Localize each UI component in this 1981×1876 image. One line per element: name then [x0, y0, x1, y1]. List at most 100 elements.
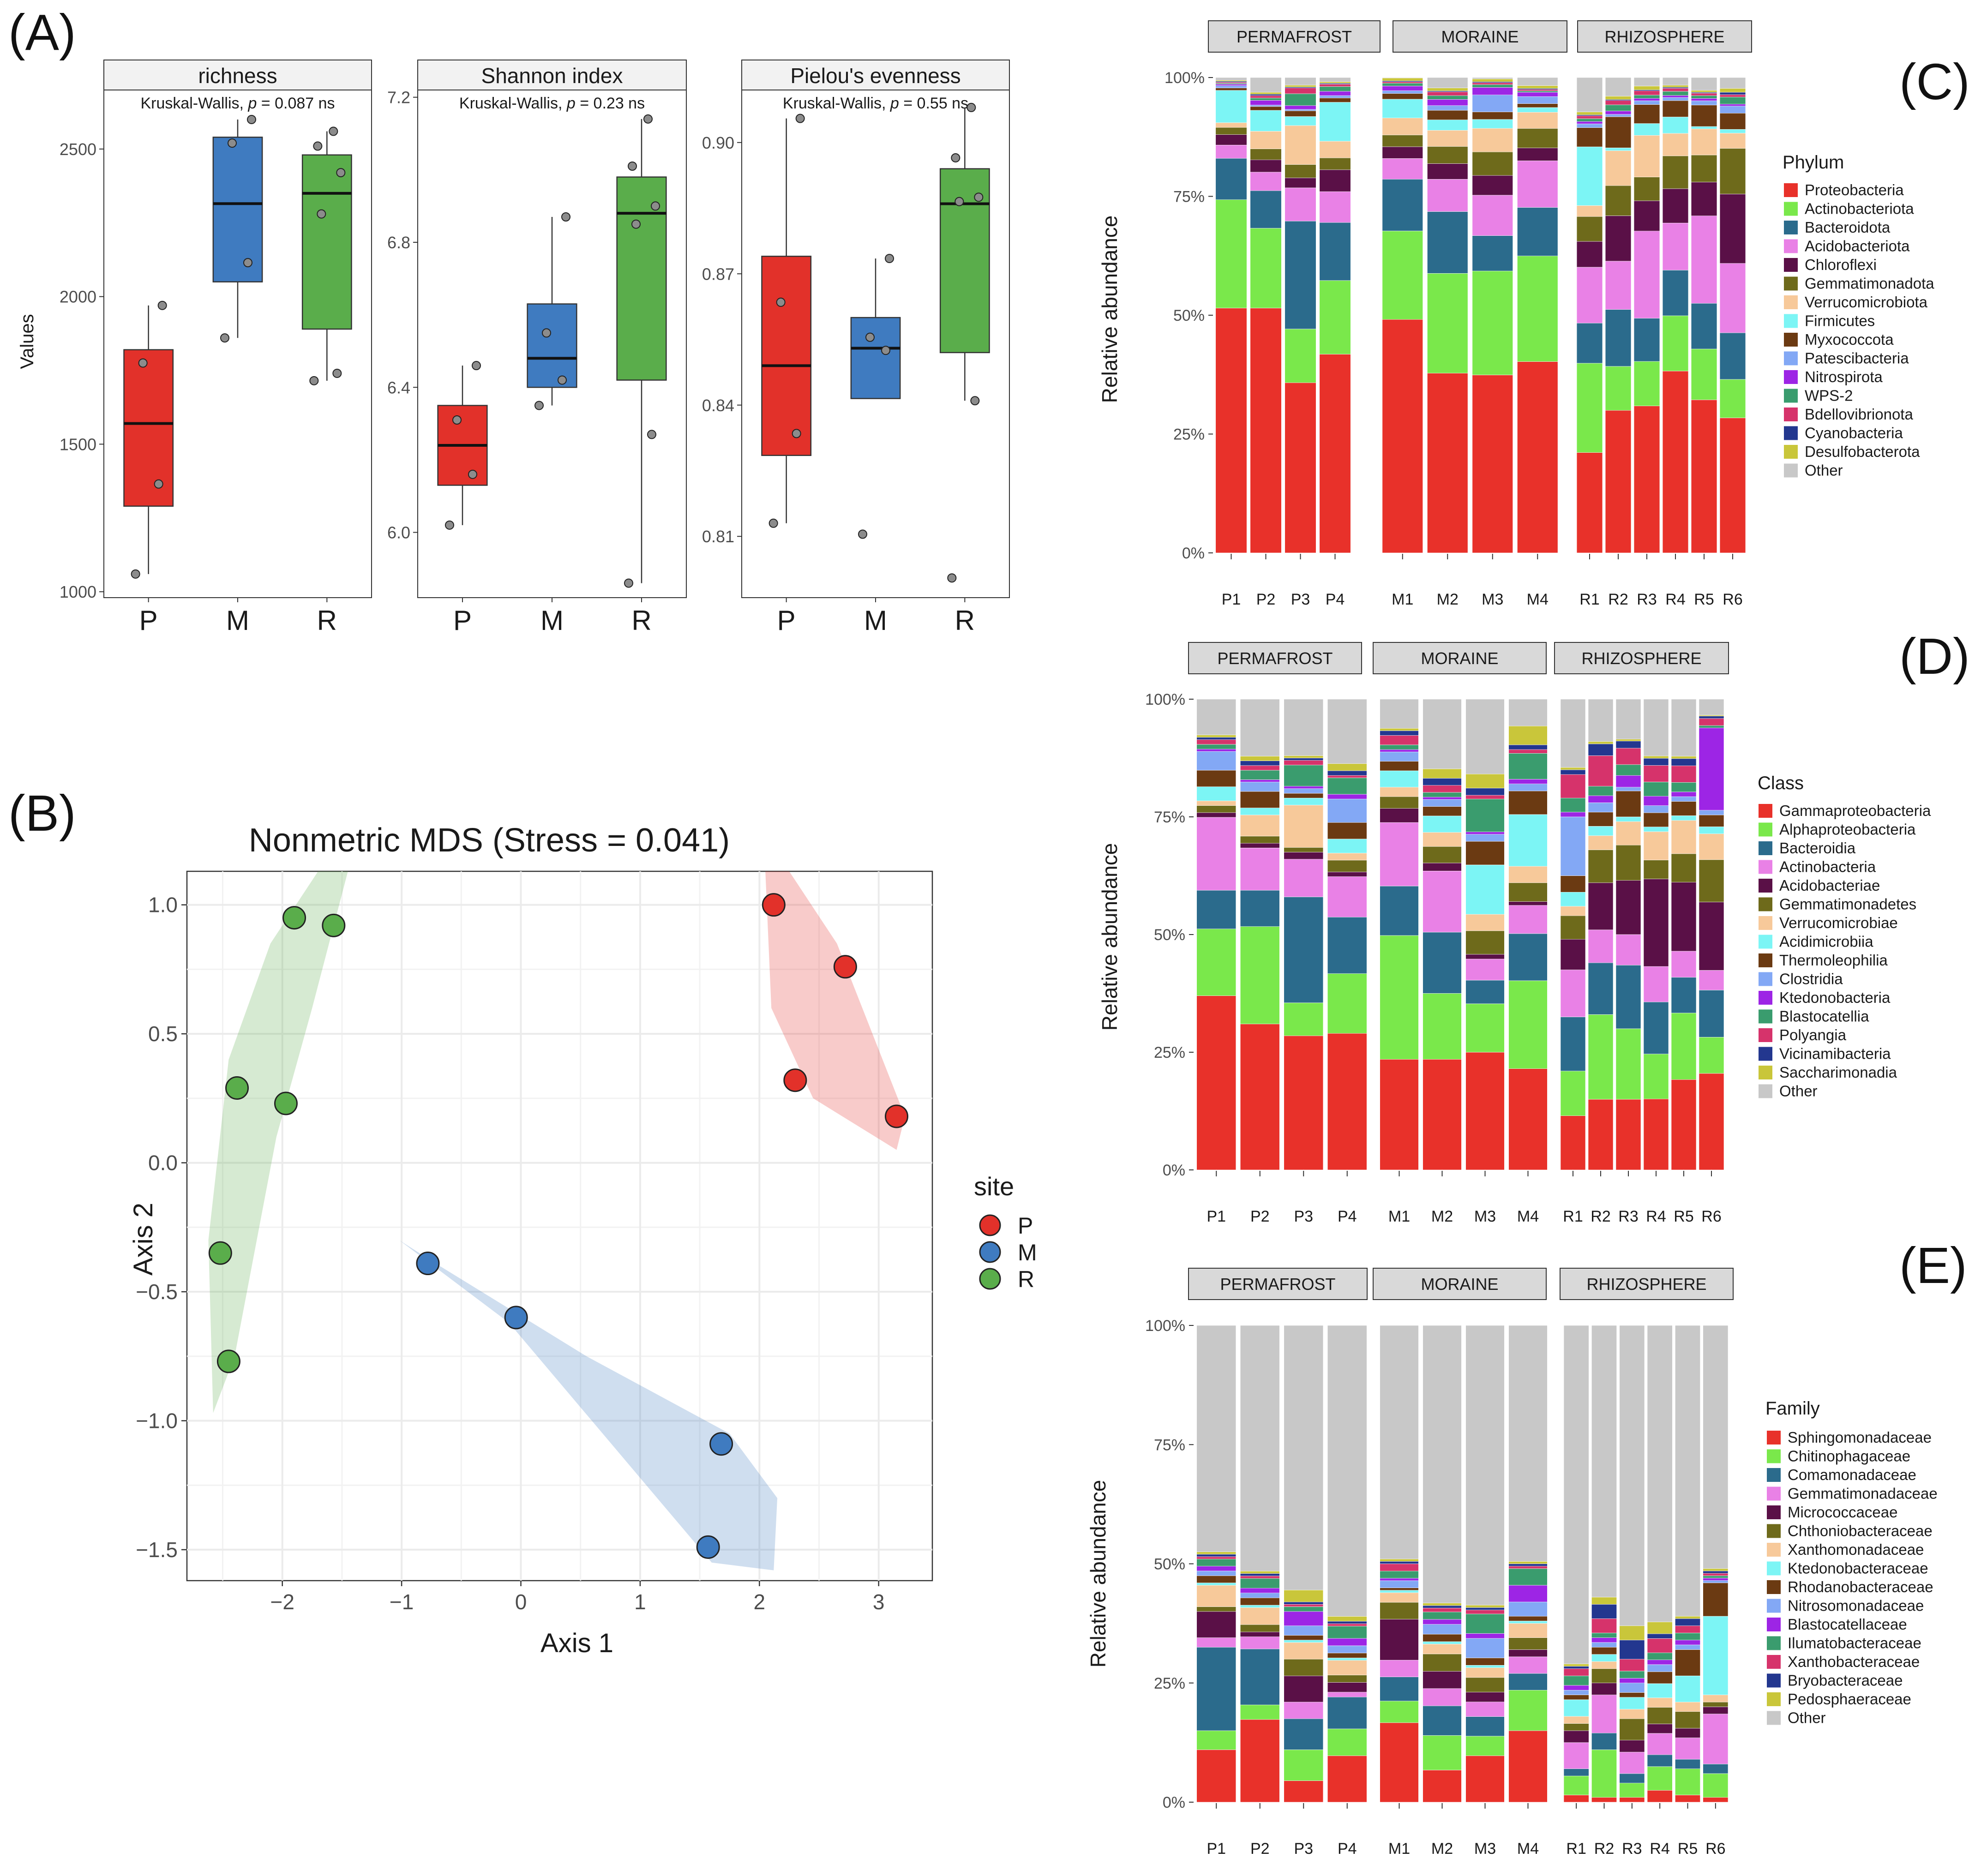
bar-segment-R2: [1591, 1797, 1617, 1803]
bar-segment-P3: [1285, 110, 1316, 117]
y-tick-label: 25%: [1154, 1044, 1185, 1061]
legend-label: Nitrospirota: [1805, 368, 1883, 385]
bar-segment-R4: [1643, 1001, 1669, 1055]
bar-segment-R4: [1643, 831, 1669, 860]
bar-segment-M2: [1423, 846, 1462, 863]
bar-segment-R1: [1563, 1675, 1589, 1686]
legend-key-P: [979, 1214, 1001, 1236]
bar-segment-P1: [1215, 83, 1247, 84]
bar-segment-P2: [1240, 1573, 1280, 1576]
bar-segment-M1: [1380, 1580, 1419, 1588]
site-strip-label: MORAINE: [1421, 1275, 1498, 1294]
sample-label: M2: [1431, 1840, 1453, 1858]
bar-segment-P2: [1250, 149, 1282, 160]
bar-segment-M4: [1508, 1730, 1548, 1803]
bar-segment-R1: [1560, 797, 1586, 813]
facet-strip: [741, 60, 1010, 90]
bar-segment-M4: [1508, 1568, 1548, 1586]
y-tick-label: −1.0: [136, 1408, 178, 1432]
bar-segment-P2: [1240, 1593, 1280, 1598]
bar-segment-M3: [1465, 1605, 1505, 1608]
bar-segment-R6: [1703, 1578, 1729, 1581]
point-M: [416, 1252, 440, 1276]
bar-segment-M4: [1508, 1566, 1548, 1569]
legend-label: Patescibacteria: [1805, 350, 1909, 367]
site-strip-label: RHIZOSPHERE: [1581, 649, 1701, 668]
bar-segment-P3: [1284, 1002, 1324, 1036]
x-tick-label: P: [453, 605, 472, 636]
bar-segment-P1: [1196, 749, 1237, 752]
bar-segment-M3: [1465, 832, 1505, 835]
bar-segment-R3: [1633, 86, 1660, 90]
bar-segment-M3: [1465, 798, 1505, 832]
legend-label: Chthoniobacteraceae: [1788, 1522, 1933, 1540]
panel-b-xlabel: Axis 1: [540, 1628, 613, 1658]
y-tick-label: 100%: [1145, 691, 1185, 708]
bar-segment-R4: [1662, 91, 1689, 96]
bar-segment-P2: [1250, 94, 1282, 96]
bar-segment-P4: [1327, 1675, 1367, 1683]
bar-segment-P4: [1327, 763, 1367, 771]
bar-segment-M2: [1423, 799, 1462, 807]
bar-segment-R4: [1662, 77, 1689, 85]
bar-segment-P3: [1285, 109, 1316, 111]
bar-segment-M4: [1508, 744, 1548, 750]
data-point: [954, 197, 964, 206]
bar-segment-R3: [1619, 1659, 1645, 1672]
bar-segment-P3: [1284, 1604, 1324, 1607]
bar-segment-M3: [1472, 77, 1513, 79]
bar-segment-P3: [1284, 1640, 1324, 1643]
legend-label: Sphingomonadaceae: [1788, 1429, 1932, 1446]
legend-key: [1767, 1673, 1781, 1688]
bar-segment-M2: [1427, 77, 1468, 88]
bar-segment-R4: [1643, 782, 1669, 797]
bar-segment-P4: [1319, 157, 1351, 170]
bar-segment-P4: [1319, 354, 1351, 553]
bar-segment-M4: [1517, 103, 1558, 108]
box-P: [761, 256, 812, 456]
point-P: [833, 955, 857, 979]
bar-segment-R6: [1719, 106, 1746, 114]
bar-segment-P4: [1319, 91, 1351, 96]
bar-segment-P3: [1284, 1036, 1324, 1170]
panel-b-letter: (B): [8, 785, 76, 842]
bar-segment-R5: [1675, 1795, 1700, 1803]
bar-segment-P4: [1327, 775, 1367, 778]
data-point: [138, 358, 148, 368]
bar-segment-M3: [1465, 795, 1505, 799]
x-tick-label: M: [226, 605, 249, 636]
bar-segment-R5: [1691, 216, 1717, 304]
bar-segment-R5: [1671, 820, 1697, 854]
data-point: [336, 168, 346, 178]
bar-segment-P4: [1327, 839, 1367, 853]
bar-segment-P4: [1319, 191, 1351, 223]
bar-segment-P2: [1240, 1578, 1280, 1588]
bar-segment-P4: [1327, 1756, 1367, 1803]
bar-segment-R6: [1699, 727, 1724, 811]
bar-segment-P4: [1319, 83, 1351, 84]
bar-segment-R1: [1576, 124, 1603, 128]
bar-segment-R5: [1675, 1711, 1700, 1729]
bar-segment-R2: [1605, 185, 1632, 216]
panel-a-ylabel: Values: [17, 314, 37, 369]
data-point: [647, 430, 656, 439]
bar-segment-R5: [1691, 155, 1717, 182]
bar-segment-P4: [1319, 141, 1351, 158]
bar-segment-R5: [1671, 758, 1697, 766]
bar-segment-R3: [1615, 791, 1641, 817]
legend-key: [1767, 1618, 1781, 1631]
y-tick-label: 6.4: [387, 378, 410, 397]
y-tick-label: 100%: [1165, 69, 1205, 87]
bar-segment-M1: [1382, 146, 1423, 159]
point-P: [762, 893, 786, 917]
y-tick-label: −1.5: [136, 1538, 178, 1562]
bar-segment-R6: [1699, 902, 1724, 971]
legend-key: [1784, 445, 1798, 459]
bar-segment-R6: [1703, 1707, 1729, 1714]
bar-segment-R5: [1675, 1325, 1700, 1617]
y-tick-label: 1500: [60, 435, 96, 454]
bar-segment-R2: [1588, 803, 1614, 813]
x-tick-label: R: [317, 605, 337, 636]
bar-segment-M2: [1427, 120, 1468, 131]
legend-label: Comamonadaceae: [1788, 1466, 1916, 1483]
